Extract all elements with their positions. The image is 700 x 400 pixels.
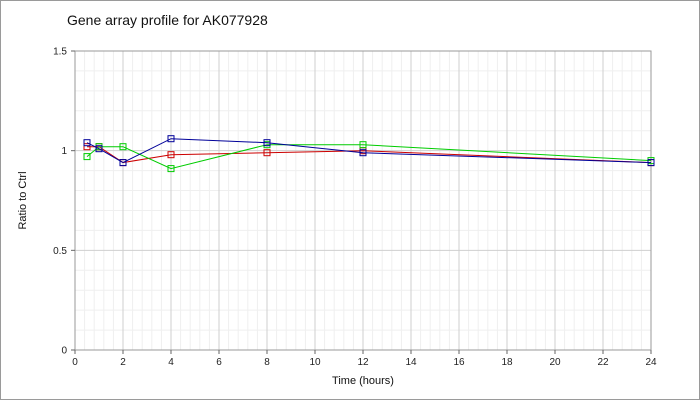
x-tick-label: 4 xyxy=(168,357,174,368)
data-point xyxy=(119,159,127,167)
x-tick-label: 12 xyxy=(357,357,369,368)
data-point xyxy=(167,151,175,159)
y-tick-label: 0.5 xyxy=(53,246,67,257)
x-tick-label: 10 xyxy=(309,357,321,368)
x-tick-label: 0 xyxy=(72,357,78,368)
y-tick-label: 0 xyxy=(61,346,67,357)
x-axis-label: Time (hours) xyxy=(332,375,394,387)
data-point xyxy=(83,153,91,161)
series-line xyxy=(86,144,652,170)
data-point xyxy=(83,143,91,151)
x-tick-label: 22 xyxy=(597,357,609,368)
series-layer xyxy=(83,135,655,173)
x-tick-label: 24 xyxy=(645,357,657,368)
x-tick-label: 16 xyxy=(453,357,465,368)
data-point xyxy=(167,165,175,173)
data-point xyxy=(95,145,103,153)
x-tick-label: 20 xyxy=(549,357,561,368)
data-point xyxy=(359,149,367,157)
chart-title: Gene array profile for AK077928 xyxy=(67,12,268,28)
data-point xyxy=(167,135,175,143)
data-point xyxy=(119,143,127,151)
x-tick-label: 18 xyxy=(501,357,513,368)
x-tick-label: 6 xyxy=(216,357,222,368)
y-tick-label: 1 xyxy=(61,146,67,157)
data-point xyxy=(647,159,655,167)
x-tick-label: 14 xyxy=(405,357,417,368)
data-point xyxy=(263,139,271,147)
y-axis-label: Ratio to Ctrl xyxy=(17,171,29,229)
x-axis-ticks: 0 2 4 6 8 10 12 14 16 18 20 22 24 xyxy=(72,350,657,368)
data-point xyxy=(83,139,91,147)
y-tick-label: 1.5 xyxy=(53,47,67,58)
series-line xyxy=(87,146,652,164)
data-point xyxy=(263,149,271,157)
x-tick-label: 8 xyxy=(264,357,270,368)
y-axis-ticks: 0 0.5 1 1.5 xyxy=(53,47,75,357)
x-tick-label: 2 xyxy=(120,357,126,368)
series-line xyxy=(86,138,652,164)
data-point xyxy=(359,141,367,149)
